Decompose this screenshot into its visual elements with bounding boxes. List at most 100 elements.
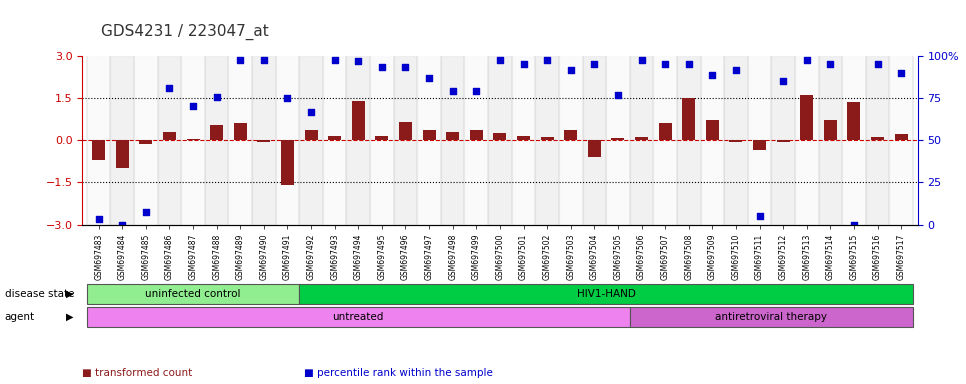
Bar	[163, 132, 176, 140]
Point	[327, 57, 342, 63]
Point	[115, 222, 130, 228]
Point	[185, 103, 201, 109]
Bar	[535, 56, 559, 225]
Bar	[724, 56, 748, 225]
Point	[374, 64, 389, 70]
Point	[776, 78, 791, 84]
Bar	[541, 137, 554, 140]
Bar	[800, 95, 813, 140]
Point	[161, 85, 177, 91]
Bar	[446, 132, 459, 140]
Bar	[352, 101, 365, 140]
Bar	[422, 130, 436, 140]
Point	[681, 61, 696, 67]
Bar	[700, 56, 724, 225]
Bar	[139, 140, 153, 144]
Text: agent: agent	[5, 312, 35, 322]
Text: ▶: ▶	[66, 312, 73, 322]
Bar	[87, 284, 299, 304]
Bar	[299, 56, 323, 225]
Point	[586, 61, 602, 67]
Bar	[564, 130, 578, 140]
Bar	[777, 140, 789, 142]
Point	[611, 92, 626, 98]
Bar	[866, 56, 890, 225]
Text: untreated: untreated	[332, 312, 384, 322]
Point	[233, 57, 248, 63]
Bar	[465, 56, 488, 225]
Bar	[469, 130, 483, 140]
Bar	[606, 56, 630, 225]
Bar	[157, 56, 182, 225]
Bar	[110, 56, 134, 225]
Text: ▶: ▶	[66, 289, 73, 299]
Point	[209, 93, 224, 99]
Bar	[211, 125, 223, 140]
Bar	[890, 56, 913, 225]
Bar	[772, 56, 795, 225]
Bar	[653, 56, 677, 225]
Text: disease state: disease state	[5, 289, 74, 299]
Point	[658, 61, 673, 67]
Bar	[630, 307, 913, 327]
Point	[492, 57, 508, 63]
Bar	[494, 133, 506, 140]
Bar	[659, 123, 671, 140]
Bar	[394, 56, 417, 225]
Point	[351, 58, 366, 65]
Bar	[635, 137, 648, 140]
Bar	[186, 139, 200, 140]
Bar	[488, 56, 512, 225]
Point	[752, 213, 767, 219]
Bar	[323, 56, 347, 225]
Text: antiretroviral therapy: antiretroviral therapy	[716, 312, 827, 322]
Bar	[748, 56, 772, 225]
Point	[894, 70, 909, 76]
Bar	[87, 307, 630, 327]
Bar	[347, 56, 370, 225]
Point	[303, 109, 319, 115]
Text: ■ percentile rank within the sample: ■ percentile rank within the sample	[304, 368, 494, 378]
Bar	[252, 56, 275, 225]
Point	[445, 88, 461, 94]
Bar	[824, 121, 837, 140]
Bar	[611, 138, 624, 140]
Bar	[517, 136, 530, 140]
Point	[280, 95, 296, 101]
Bar	[753, 140, 766, 150]
Bar	[417, 56, 440, 225]
Bar	[818, 56, 842, 225]
Bar	[370, 56, 394, 225]
Bar	[234, 123, 246, 140]
Point	[138, 209, 154, 215]
Bar	[847, 102, 861, 140]
Bar	[582, 56, 606, 225]
Point	[91, 216, 106, 222]
Text: ■ transformed count: ■ transformed count	[82, 368, 192, 378]
Bar	[677, 56, 700, 225]
Bar	[512, 56, 535, 225]
Text: HIV1-HAND: HIV1-HAND	[577, 289, 636, 299]
Point	[398, 64, 413, 70]
Bar	[304, 130, 318, 140]
Bar	[92, 140, 105, 160]
Point	[563, 67, 579, 73]
Bar	[795, 56, 818, 225]
Bar	[706, 121, 719, 140]
Bar	[440, 56, 465, 225]
Bar	[630, 56, 653, 225]
Bar	[842, 56, 866, 225]
Point	[728, 67, 744, 73]
Point	[823, 61, 838, 67]
Point	[516, 61, 531, 67]
Bar	[588, 140, 601, 157]
Bar	[559, 56, 582, 225]
Bar	[895, 134, 908, 140]
Bar	[376, 136, 388, 140]
Point	[634, 57, 649, 63]
Bar	[871, 137, 884, 140]
Bar	[116, 140, 128, 168]
Bar	[399, 122, 412, 140]
Point	[256, 57, 271, 63]
Text: uninfected control: uninfected control	[145, 289, 241, 299]
